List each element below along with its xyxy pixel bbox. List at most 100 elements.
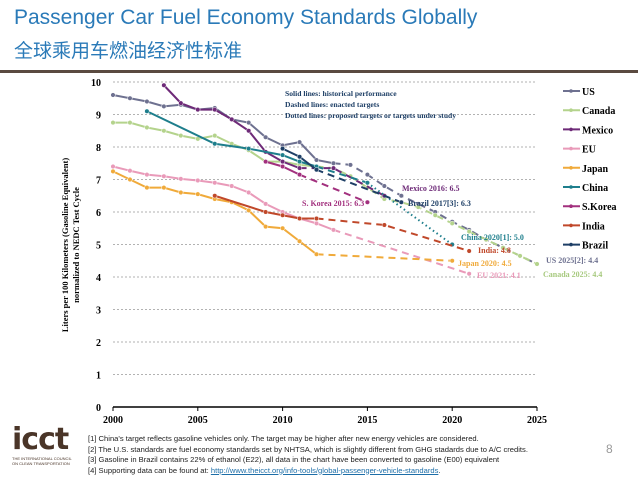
y-tick-label: 9 — [96, 111, 101, 122]
data-point-EU — [144, 172, 150, 178]
legend-label-EU: EU — [582, 145, 596, 156]
x-tick-label: 2020 — [442, 415, 462, 426]
y-tick-label: 5 — [96, 241, 101, 252]
series-line-Mexico — [163, 84, 300, 170]
supporting-data-link[interactable]: http://www.theicct.org/info-tools/global… — [210, 465, 439, 475]
data-point-Canada — [110, 120, 116, 126]
data-point-Japan — [280, 225, 286, 231]
footnote-3: [3] Gasoline in Brazil contains 22% of e… — [88, 455, 500, 464]
data-point-Mexico — [297, 165, 303, 171]
data-point-Japan — [144, 185, 150, 191]
data-point-Brazil — [280, 146, 286, 152]
y-tick-label: 8 — [96, 143, 101, 154]
data-point-Japan — [195, 191, 201, 197]
data-point-India — [263, 209, 269, 215]
y-tick-label: 2 — [96, 338, 101, 349]
data-point-Mexico — [161, 82, 167, 88]
data-point-EU — [110, 163, 116, 170]
series-target-line-Japan — [316, 253, 453, 262]
data-point-India — [297, 215, 303, 222]
data-point-Japan — [127, 176, 133, 183]
data-point-EU — [466, 271, 472, 277]
data-point-US — [144, 98, 150, 105]
data-point-EU — [229, 183, 235, 189]
legend-marker-Mexico — [569, 127, 573, 132]
data-point-Japan — [161, 185, 167, 191]
footnote-2: [2] The U.S. standards are fuel economy … — [88, 444, 528, 454]
y-tick-label: 10 — [91, 78, 101, 89]
data-point-S.Korea — [263, 159, 269, 165]
data-point-US — [381, 183, 387, 189]
data-point-India — [280, 212, 286, 218]
data-point-US — [297, 139, 303, 145]
page-title: Passenger Car Fuel Economy Standards Glo… — [14, 6, 478, 29]
data-point-Canada — [127, 120, 133, 126]
data-point-China — [212, 141, 218, 147]
series-target-line-Brazil — [316, 168, 402, 204]
footnotes: [1] China's target reflects gasoline veh… — [88, 434, 528, 476]
footnote-1: [1] China's target reflects gasoline veh… — [88, 434, 479, 443]
footnote-4: [4] Supporting data can be found at: htt… — [88, 465, 441, 475]
data-point-S.Korea — [297, 172, 303, 178]
icct-logo: icct THE INTERNATIONAL COUNCIL ON CLEAN T… — [12, 424, 72, 466]
data-point-US — [161, 103, 167, 109]
series-line-China — [146, 110, 317, 168]
data-point-EU — [161, 173, 167, 179]
annotation-label: Japan 2020: 4.5 — [458, 259, 512, 268]
legend-marker-Brazil — [569, 242, 573, 247]
legend-marker-S.Korea — [569, 204, 573, 208]
y-axis-label: Liters per 100 Kilometers (Gasoline Equi… — [60, 158, 70, 332]
y-tick-label: 6 — [96, 208, 101, 219]
data-point-US — [263, 134, 269, 140]
annotation-label: US 2025[2]: 4.4 — [546, 256, 598, 265]
data-point-Canada — [517, 253, 523, 259]
data-point-Brazil — [313, 167, 320, 173]
x-tick-label: 2025 — [527, 415, 547, 426]
legend-label-Japan: Japan — [582, 164, 609, 175]
legend-label-S.Korea: S.Korea — [582, 202, 617, 213]
data-point-India — [381, 222, 387, 228]
page-subtitle: 全球乘用车燃油经济性标准 — [14, 40, 243, 62]
data-point-India — [313, 215, 320, 222]
data-point-Canada — [161, 128, 167, 134]
data-point-EU — [195, 177, 201, 184]
y-tick-label: 7 — [96, 176, 101, 187]
data-point-India — [212, 193, 218, 199]
data-point-EU — [178, 176, 184, 182]
data-point-US — [313, 157, 320, 163]
data-point-Japan — [297, 238, 303, 244]
data-point-India — [466, 248, 472, 254]
annotation-label: S. Korea 2015: 6.3 — [302, 199, 364, 208]
annotation-label: Mexico 2016: 6.5 — [402, 184, 460, 193]
y-axis-label: normalized to NEDC Test Cycle — [71, 187, 81, 303]
line-style-note: Dotted lines: proposed targets or target… — [285, 111, 456, 120]
data-point-Mexico — [195, 107, 201, 113]
y-tick-label: 1 — [96, 371, 101, 382]
legend-label-Mexico: Mexico — [582, 125, 613, 136]
data-point-China — [364, 180, 370, 186]
data-point-US — [398, 193, 404, 199]
legend-label-Brazil: Brazil — [582, 241, 608, 252]
data-point-Mexico — [212, 107, 218, 113]
data-point-Mexico — [178, 100, 184, 106]
data-point-EU — [212, 180, 218, 186]
annotation-label: Canada 2025: 4.4 — [543, 270, 602, 279]
data-point-Canada — [415, 204, 421, 210]
x-tick-label: 2015 — [357, 415, 377, 426]
legend-marker-Japan — [569, 166, 573, 170]
x-tick-label: 2010 — [273, 415, 293, 426]
annotation-label: EU 2021: 4.1 — [477, 271, 521, 280]
data-point-China — [144, 108, 150, 114]
data-point-Canada — [534, 261, 540, 267]
data-point-Mexico — [246, 128, 252, 134]
legend-label-Canada: Canada — [582, 106, 615, 117]
data-point-US — [364, 172, 370, 178]
data-point-China — [280, 152, 286, 158]
data-point-Canada — [483, 237, 489, 243]
line-style-note: Dashed lines: enacted targets — [285, 100, 379, 109]
y-tick-label: 3 — [96, 306, 101, 317]
data-point-China — [297, 159, 303, 165]
legend-label-India: India — [582, 221, 605, 232]
data-point-EU — [263, 201, 269, 207]
